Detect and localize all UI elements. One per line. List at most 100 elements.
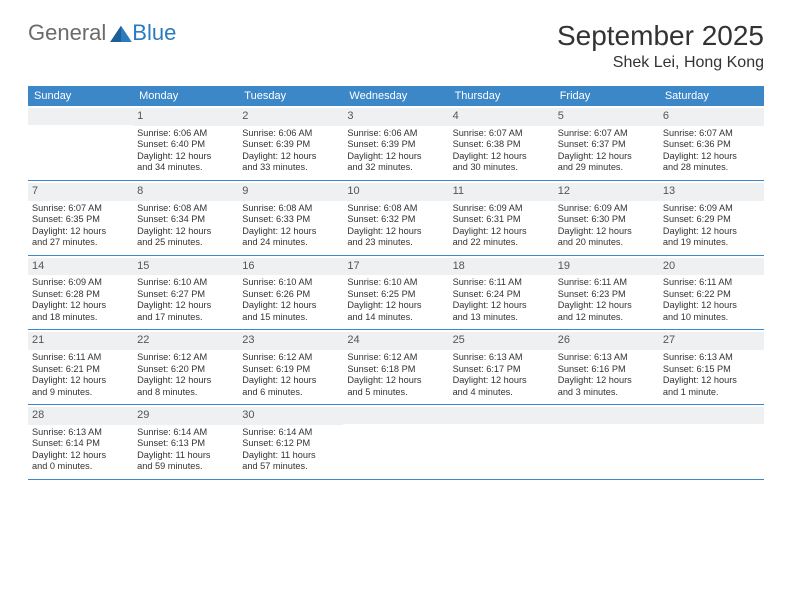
day-info-line: Daylight: 12 hours bbox=[453, 375, 550, 387]
day-info-line: Sunrise: 6:10 AM bbox=[137, 277, 234, 289]
day-info-line: Daylight: 12 hours bbox=[663, 151, 760, 163]
day-cell: 25Sunrise: 6:13 AMSunset: 6:17 PMDayligh… bbox=[449, 330, 554, 404]
day-cell: 16Sunrise: 6:10 AMSunset: 6:26 PMDayligh… bbox=[238, 256, 343, 330]
day-cell: 4Sunrise: 6:07 AMSunset: 6:38 PMDaylight… bbox=[449, 106, 554, 180]
day-info-line: and 1 minute. bbox=[663, 387, 760, 399]
day-cell bbox=[28, 106, 133, 180]
day-cell: 21 Sunrise: 6:11 AMSunset: 6:21 PMDayligh… bbox=[28, 330, 133, 404]
day-number bbox=[449, 407, 554, 424]
day-number: 8 bbox=[133, 183, 238, 201]
day-info-line: Daylight: 12 hours bbox=[558, 151, 655, 163]
day-info-line: Daylight: 12 hours bbox=[347, 375, 444, 387]
day-info-line: Sunrise: 6:11 AM bbox=[663, 277, 760, 289]
day-info-line: Sunrise: 6:08 AM bbox=[347, 203, 444, 215]
day-cell: 15Sunrise: 6:10 AMSunset: 6:27 PMDayligh… bbox=[133, 256, 238, 330]
day-number: 30 bbox=[238, 407, 343, 425]
day-cell: 18Sunrise: 6:11 AMSunset: 6:24 PMDayligh… bbox=[449, 256, 554, 330]
day-info-line: Sunrise: 6:12 AM bbox=[137, 352, 234, 364]
day-info-line: and 6 minutes. bbox=[242, 387, 339, 399]
day-number: 25 bbox=[449, 332, 554, 350]
week-row: 21Sunrise: 6:11 AMSunset: 6:21 PMDayligh… bbox=[28, 330, 764, 405]
logo-text-blue: Blue bbox=[132, 20, 176, 46]
week-row: 7Sunrise: 6:07 AMSunset: 6:35 PMDaylight… bbox=[28, 181, 764, 256]
day-cell: 14Sunrise: 6:09 AMSunset: 6:28 PMDayligh… bbox=[28, 256, 133, 330]
day-cell: 11Sunrise: 6:09 AMSunset: 6:31 PMDayligh… bbox=[449, 181, 554, 255]
day-info-line: Daylight: 12 hours bbox=[242, 151, 339, 163]
day-number: 10 bbox=[343, 183, 448, 201]
day-cell bbox=[659, 405, 764, 479]
day-info-line: and 20 minutes. bbox=[558, 237, 655, 249]
day-info-line: and 22 minutes. bbox=[453, 237, 550, 249]
day-number bbox=[554, 407, 659, 424]
day-info-line: Daylight: 12 hours bbox=[558, 300, 655, 312]
day-cell: 17Sunrise: 6:10 AMSunset: 6:25 PMDayligh… bbox=[343, 256, 448, 330]
day-cell bbox=[554, 405, 659, 479]
day-info-line: Sunset: 6:36 PM bbox=[663, 139, 760, 151]
day-info-line: Sunset: 6:27 PM bbox=[137, 289, 234, 301]
day-info-line: Daylight: 12 hours bbox=[453, 300, 550, 312]
day-number: 24 bbox=[343, 332, 448, 350]
day-info-line: and 15 minutes. bbox=[242, 312, 339, 324]
day-info-line: Sunrise: 6:09 AM bbox=[663, 203, 760, 215]
day-info-line: Daylight: 12 hours bbox=[32, 226, 129, 238]
day-info-line: Daylight: 12 hours bbox=[32, 450, 129, 462]
day-info-line: Sunset: 6:12 PM bbox=[242, 438, 339, 450]
day-info-line: Daylight: 12 hours bbox=[32, 375, 129, 387]
day-info-line: Sunset: 6:26 PM bbox=[242, 289, 339, 301]
day-cell: 8Sunrise: 6:08 AMSunset: 6:34 PMDaylight… bbox=[133, 181, 238, 255]
title-block: September 2025 Shek Lei, Hong Kong bbox=[557, 20, 764, 72]
day-info-line: and 0 minutes. bbox=[32, 461, 129, 473]
day-info-line: Daylight: 12 hours bbox=[663, 226, 760, 238]
day-info-line: Sunrise: 6:12 AM bbox=[347, 352, 444, 364]
day-info-line: Sunset: 6:30 PM bbox=[558, 214, 655, 226]
day-info-line: Sunrise: 6:06 AM bbox=[137, 128, 234, 140]
day-info-line: Sunset: 6:39 PM bbox=[347, 139, 444, 151]
day-number: 2 bbox=[238, 108, 343, 126]
day-cell: 22Sunrise: 6:12 AMSunset: 6:20 PMDayligh… bbox=[133, 330, 238, 404]
day-number: 7 bbox=[28, 183, 133, 201]
day-info-line: and 4 minutes. bbox=[453, 387, 550, 399]
day-cell bbox=[449, 405, 554, 479]
day-info-line: Sunset: 6:21 PM bbox=[32, 364, 129, 376]
day-cell: 24 Sunrise: 6:12 AMSunset: 6:18 PMDayligh… bbox=[343, 330, 448, 404]
day-info-line: Daylight: 12 hours bbox=[347, 226, 444, 238]
day-info-line: Sunrise: 6:08 AM bbox=[242, 203, 339, 215]
day-number: 17 bbox=[343, 258, 448, 276]
day-info-line: Daylight: 12 hours bbox=[137, 226, 234, 238]
day-number: 22 bbox=[133, 332, 238, 350]
day-info-line: Daylight: 12 hours bbox=[558, 226, 655, 238]
day-info-line: Sunset: 6:13 PM bbox=[137, 438, 234, 450]
day-info-line: and 25 minutes. bbox=[137, 237, 234, 249]
day-info-line: Daylight: 12 hours bbox=[242, 300, 339, 312]
day-number: 28 bbox=[28, 407, 133, 425]
day-info-line: Sunrise: 6:13 AM bbox=[32, 427, 129, 439]
day-info-line: Daylight: 11 hours bbox=[242, 450, 339, 462]
day-cell: 26Sunrise: 6:13 AMSunset: 6:16 PMDayligh… bbox=[554, 330, 659, 404]
day-number: 13 bbox=[659, 183, 764, 201]
day-number: 11 bbox=[449, 183, 554, 201]
day-info-line: Sunrise: 6:13 AM bbox=[663, 352, 760, 364]
day-number: 21 bbox=[28, 332, 133, 350]
day-info-line: Daylight: 12 hours bbox=[242, 226, 339, 238]
day-info-line: Sunset: 6:19 PM bbox=[242, 364, 339, 376]
day-info-line: Daylight: 12 hours bbox=[453, 226, 550, 238]
day-info-line: Sunset: 6:18 PM bbox=[347, 364, 444, 376]
day-info-line: and 8 minutes. bbox=[137, 387, 234, 399]
header: General Blue September 2025 Shek Lei, Ho… bbox=[28, 20, 764, 72]
day-number bbox=[343, 407, 448, 424]
day-info-line: Sunrise: 6:13 AM bbox=[453, 352, 550, 364]
weekday-header: Saturday bbox=[659, 86, 764, 106]
day-info-line: Sunrise: 6:11 AM bbox=[453, 277, 550, 289]
day-cell: 9Sunrise: 6:08 AMSunset: 6:33 PMDaylight… bbox=[238, 181, 343, 255]
day-number: 27 bbox=[659, 332, 764, 350]
day-info-line: Sunset: 6:15 PM bbox=[663, 364, 760, 376]
day-info-line: Sunrise: 6:09 AM bbox=[453, 203, 550, 215]
day-number: 6 bbox=[659, 108, 764, 126]
day-info-line: Sunset: 6:34 PM bbox=[137, 214, 234, 226]
day-info-line: and 24 minutes. bbox=[242, 237, 339, 249]
day-info-line: and 28 minutes. bbox=[663, 162, 760, 174]
day-number: 3 bbox=[343, 108, 448, 126]
day-number bbox=[28, 108, 133, 125]
day-number: 14 bbox=[28, 258, 133, 276]
day-info-line: Sunrise: 6:11 AM bbox=[32, 352, 129, 364]
